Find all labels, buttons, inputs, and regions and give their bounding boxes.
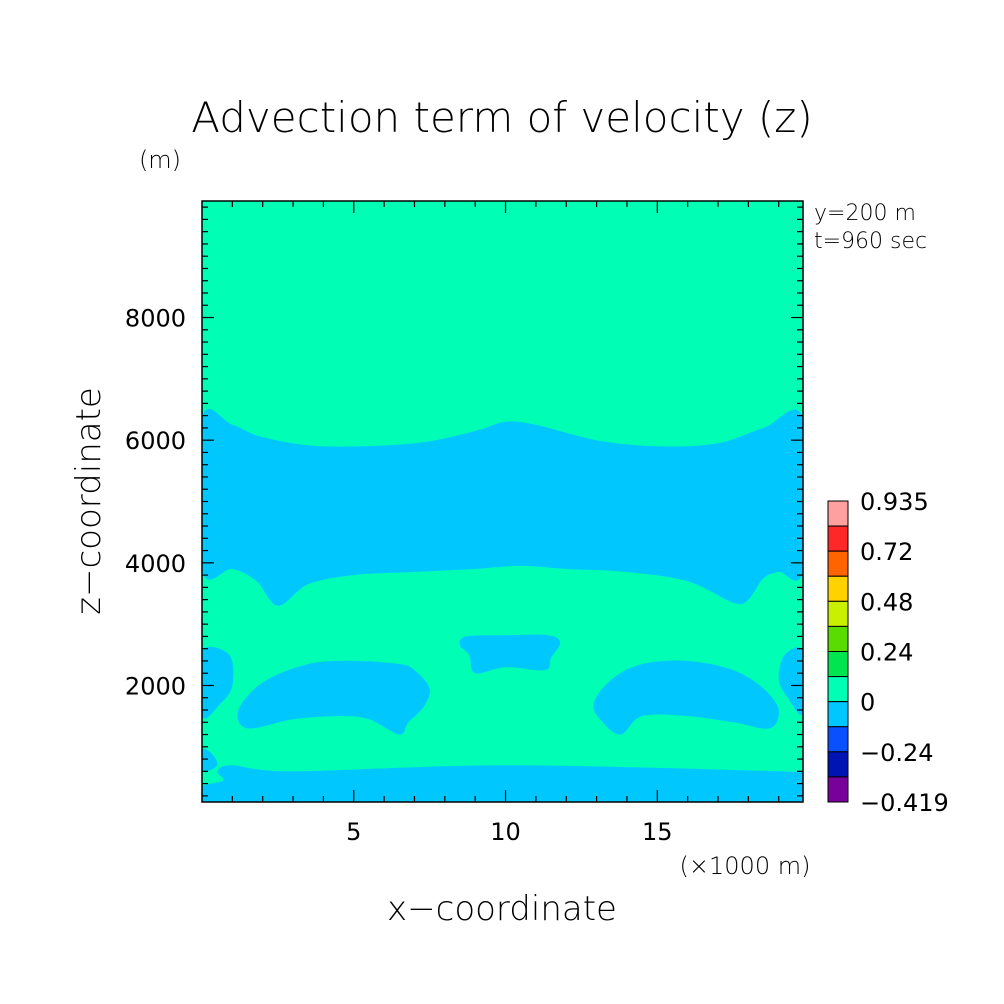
plot-area: 5 10 15 2000 4000 6000 8000 <box>125 200 804 846</box>
region-negative-blob-right <box>593 660 779 735</box>
colorbar-label: 0 <box>860 689 875 717</box>
x-tick-label: 5 <box>346 818 361 846</box>
y-tick-label: 4000 <box>125 550 186 578</box>
contour-regions <box>202 408 803 802</box>
colorbar-label: 0.48 <box>860 588 913 616</box>
colorbar-band <box>827 776 849 803</box>
x-axis-label: x−coordinate <box>387 889 617 929</box>
axis-ticks <box>202 201 803 802</box>
y-tick-label: 8000 <box>125 305 186 333</box>
x-tick-label: 15 <box>642 818 673 846</box>
x-tick-label: 10 <box>490 818 521 846</box>
colorbar-band <box>827 651 849 678</box>
y-axis-unit: (m) <box>139 146 181 174</box>
region-negative-edge-left <box>202 646 234 719</box>
colorbar-band <box>827 600 849 627</box>
region-negative-edge-right <box>778 647 803 715</box>
annotation-t: t=960 sec <box>814 229 927 254</box>
region-negative-blob-left <box>237 660 431 735</box>
colorbar-band <box>827 575 849 602</box>
colorbar-band <box>827 726 849 753</box>
region-negative-band-bottom <box>202 765 803 802</box>
colorbar-band <box>827 625 849 653</box>
colorbar-label: −0.24 <box>860 739 934 767</box>
colorbar-band <box>827 500 849 527</box>
region-negative-band-upper <box>202 408 803 606</box>
region-negative-blob-center-top <box>459 634 561 674</box>
y-axis-label: z−coordinate <box>69 387 109 615</box>
colorbar-band <box>827 550 849 577</box>
axis-tick-labels: 5 10 15 2000 4000 6000 8000 <box>125 305 673 846</box>
x-axis-unit: (×1000 m) <box>680 852 811 880</box>
annotation-y: y=200 m <box>814 201 916 226</box>
colorbar-label: 0.24 <box>860 639 913 667</box>
colorbar <box>827 500 849 803</box>
colorbar-band <box>827 751 849 778</box>
region-negative-bottom-left-notch <box>202 748 218 772</box>
colorbar-band <box>827 525 849 552</box>
colorbar-labels: 0.935 0.72 0.48 0.24 0 −0.24 −0.419 <box>860 488 949 817</box>
colorbar-label: 0.935 <box>860 488 929 516</box>
y-tick-label: 2000 <box>125 672 186 700</box>
chart-title: Advection term of velocity (z) <box>191 93 813 142</box>
colorbar-label: 0.72 <box>860 538 913 566</box>
y-tick-label: 6000 <box>125 427 186 455</box>
colorbar-band <box>827 701 849 728</box>
colorbar-band <box>827 676 849 703</box>
colorbar-label: −0.419 <box>860 789 949 817</box>
